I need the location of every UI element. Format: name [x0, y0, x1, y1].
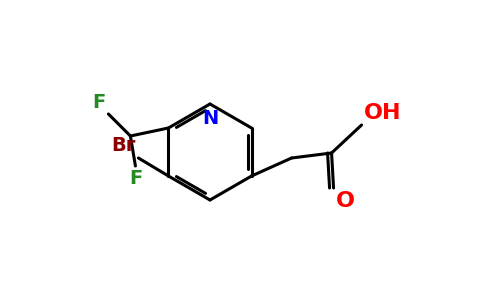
Text: F: F — [92, 93, 106, 112]
Text: OH: OH — [363, 103, 401, 123]
Text: N: N — [202, 109, 218, 128]
Text: Br: Br — [111, 136, 136, 155]
Text: O: O — [335, 191, 355, 211]
Text: F: F — [129, 169, 142, 188]
